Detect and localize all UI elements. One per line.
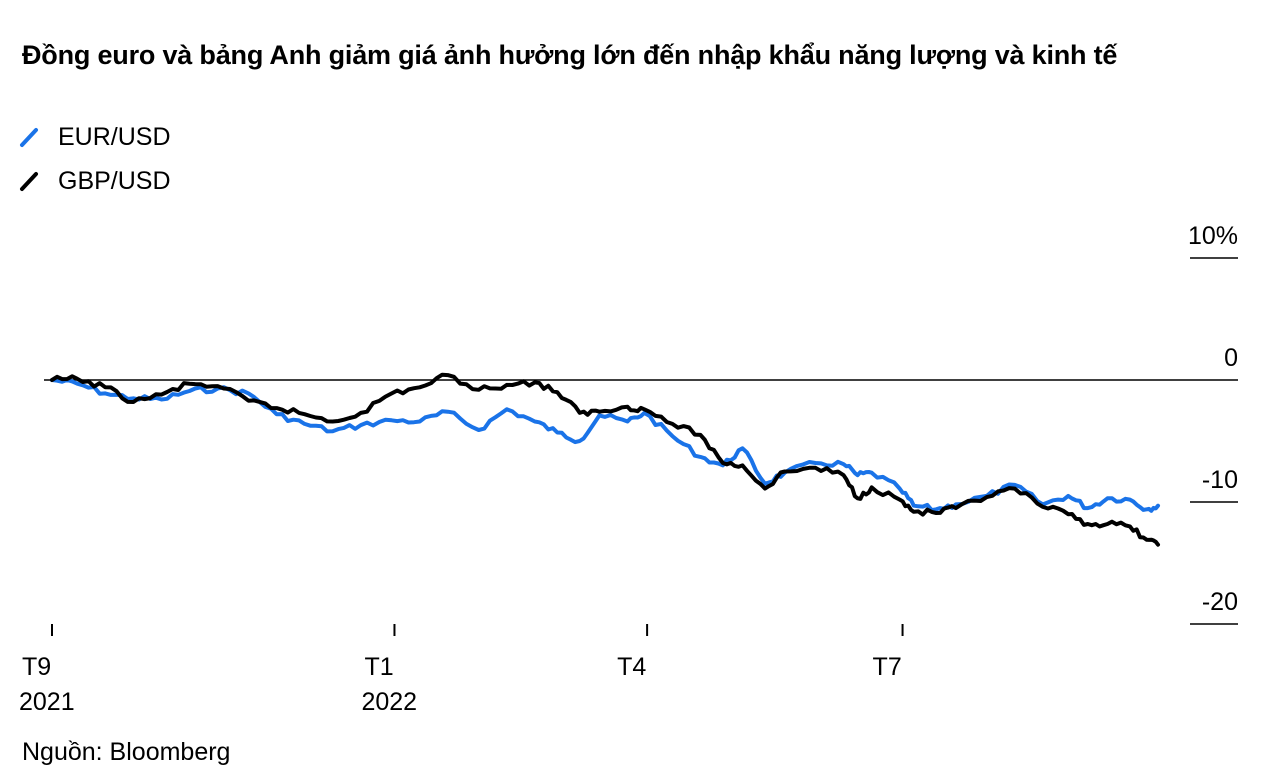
y-tick-label: 10% — [1188, 222, 1238, 250]
y-tick-label: -20 — [1202, 588, 1238, 616]
y-axis: 10% 0 -10 -20 — [44, 222, 1238, 625]
legend-swatch-eur-usd — [20, 128, 38, 147]
legend-label-eur-usd: EUR/USD — [58, 123, 171, 151]
y-tick-label: 0 — [1224, 344, 1238, 372]
eur-usd-line — [50, 377, 1160, 513]
x-axis: T9 2021 T1 2022 T4 T7 — [19, 624, 904, 716]
y-tick-label: -10 — [1202, 466, 1238, 494]
x-tick-label-month: T1 — [364, 653, 393, 681]
gbp-usd-line — [50, 372, 1160, 547]
legend-swatch-gbp-usd — [20, 172, 38, 191]
x-tick-label-month: T4 — [617, 653, 646, 681]
x-tick-label-year: 2022 — [361, 688, 417, 716]
x-tick-label-month: T9 — [22, 653, 51, 681]
source-note: Nguồn: Bloomberg — [22, 738, 231, 766]
x-tick-label-month: T7 — [873, 653, 902, 681]
series-lines — [50, 372, 1160, 547]
x-tick-label-year: 2021 — [19, 688, 75, 716]
legend-label-gbp-usd: GBP/USD — [58, 167, 171, 195]
chart-title: Đồng euro và bảng Anh giảm giá ảnh hưởng… — [22, 40, 1118, 70]
